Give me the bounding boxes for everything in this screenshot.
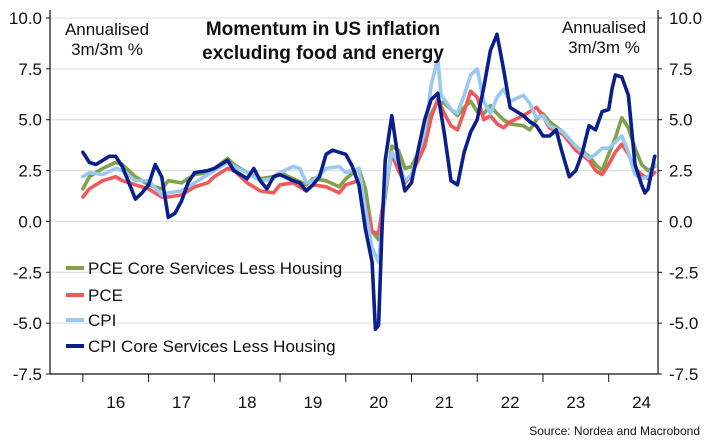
y-tick-label-right: 0.0 [669,212,693,231]
y-tick-label-left: 5.0 [18,111,42,130]
legend-label-cpi: CPI [88,311,116,330]
legend: PCE Core Services Less Housing PCE CPI C… [66,259,342,356]
series-line-cpi-core-services-less-housing [81,32,657,331]
y-tick-label-left: 0.0 [18,212,42,231]
x-tick-label: 16 [106,393,125,412]
y-tick-label-left: 7.5 [18,60,42,79]
y-tick-label-left: -2.5 [13,263,42,282]
y-tick-label-left: 10.0 [9,9,42,28]
y-tick-label-left: -7.5 [13,365,42,384]
right-axis-unit-line1: Annualised [562,18,646,37]
series-lines [81,32,657,331]
legend-label-pce: PCE [88,286,123,305]
x-tick-label: 20 [369,393,388,412]
x-tick-label: 24 [632,393,651,412]
left-axis-unit-line2: 3m/3m % [71,40,143,59]
y-tick-label-left: -5.0 [13,314,42,333]
right-axis-unit-line2: 3m/3m % [568,38,640,57]
x-tick-label: 19 [303,393,322,412]
y-tick-label-right: 7.5 [669,60,693,79]
legend-label-cpi-core-services: CPI Core Services Less Housing [88,337,336,356]
left-axis-unit-line1: Annualised [65,20,149,39]
y-tick-label-right: 5.0 [669,111,693,130]
x-tick-label: 18 [238,393,257,412]
x-tick-label: 23 [566,393,585,412]
axes: 10.0 10.0 7.5 7.5 5.0 5.0 2.5 2.5 0.0 0.0 -2.5 -2.5… [9,9,702,412]
y-tick-label-right: -5.0 [669,314,698,333]
y-tick-label-right: -7.5 [669,365,698,384]
y-tick-label-right: 2.5 [669,162,693,181]
series-line-cpi [81,56,657,264]
y-tick-label-right: -2.5 [669,263,698,282]
x-tick-label: 17 [172,393,191,412]
legend-label-pce-core-services: PCE Core Services Less Housing [88,259,342,278]
x-tick-label: 21 [435,393,454,412]
y-tick-label-right: 10.0 [669,9,702,28]
source-note: Source: Nordea and Macrobond [529,424,700,438]
x-tick-label: 22 [501,393,520,412]
chart-title-line2: excluding food and energy [202,43,444,64]
chart-title-line1: Momentum in US inflation [206,19,440,40]
y-tick-label-left: 2.5 [18,162,42,181]
